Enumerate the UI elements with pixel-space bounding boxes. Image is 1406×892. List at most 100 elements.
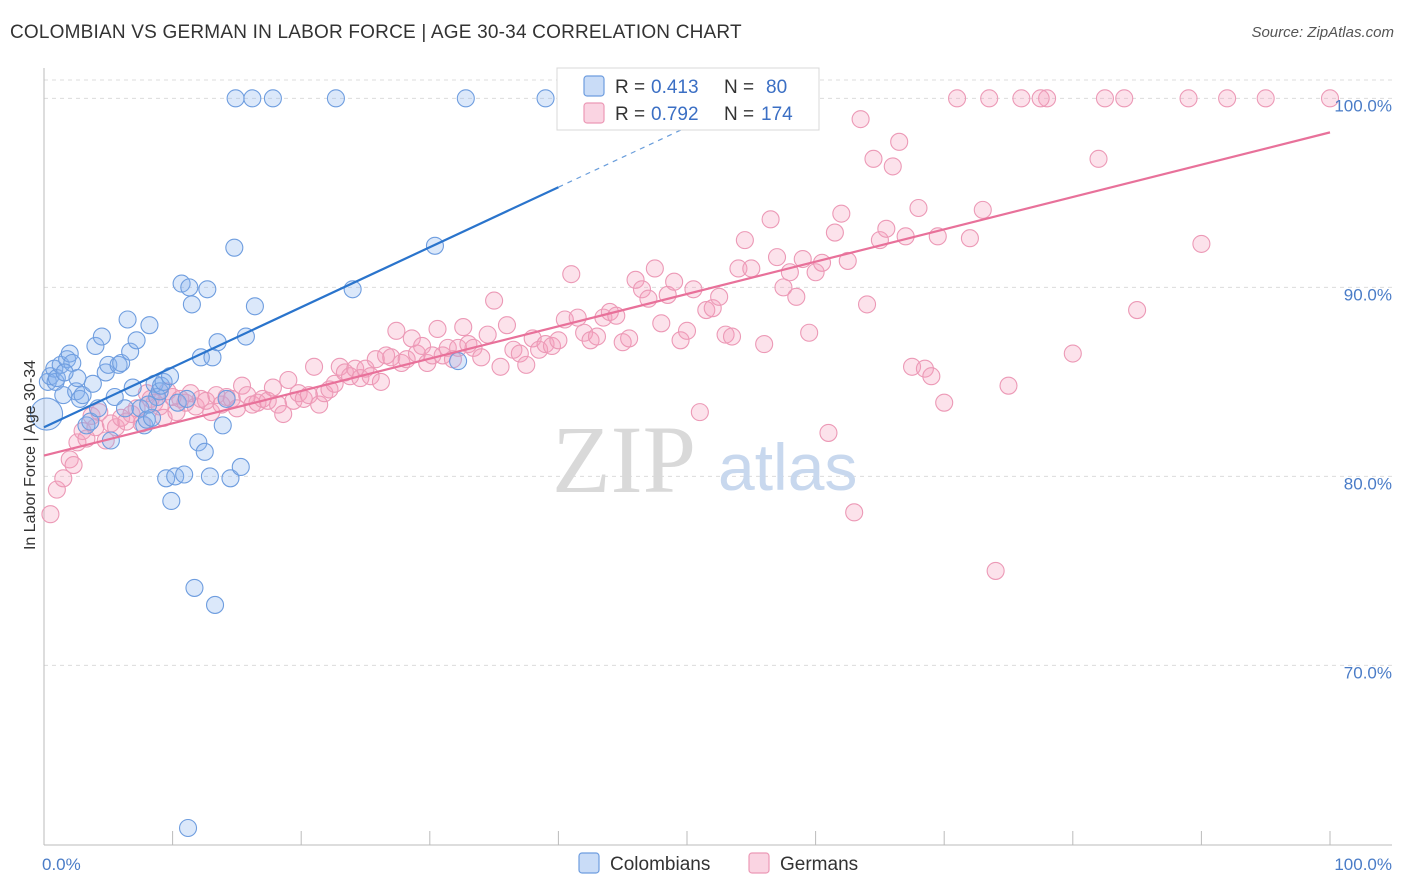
colombian-point (180, 278, 199, 297)
y-axis-label: In Labor Force | Age 30-34 (22, 360, 39, 550)
colombian-point (182, 295, 201, 314)
german-point (722, 327, 742, 346)
colombian-point (189, 433, 208, 452)
colombian-point (185, 578, 204, 597)
german-point (684, 280, 703, 299)
german-point (857, 295, 877, 314)
german-point (877, 219, 896, 238)
german-point (310, 395, 329, 414)
colombian-trend-line (43, 186, 559, 429)
german-point (305, 357, 324, 376)
x-tick-label-0: 0.0% (42, 855, 81, 874)
stats-legend-box (556, 67, 820, 131)
colombian-point (456, 89, 475, 108)
german-point (1038, 89, 1057, 108)
y-tick-label-0: 70.0% (1344, 663, 1392, 682)
colombians-legend-label: Colombians (610, 854, 710, 875)
german-point (263, 378, 282, 397)
german-point (1256, 89, 1275, 108)
colombian-point (198, 280, 217, 299)
german-point (1095, 89, 1114, 108)
colombian-points (30, 89, 555, 838)
colombian-point (81, 412, 100, 431)
trend-lines (43, 102, 1331, 457)
german-point (1089, 149, 1108, 168)
german-point (800, 323, 819, 342)
colombian-point (536, 89, 555, 108)
german-r-label: R = (615, 104, 645, 125)
german-point (1115, 89, 1134, 108)
colombian-point (245, 297, 264, 316)
watermark-atlas: atlas (718, 430, 857, 504)
german-point (999, 376, 1018, 395)
colombian-point (109, 355, 128, 374)
x-tick-label-1: 100.0% (1334, 855, 1392, 874)
colombian-point (177, 389, 196, 408)
german-point (41, 505, 60, 524)
german-point (890, 132, 909, 151)
y-tick-labels: 70.0% 80.0% 90.0% 100.0% (1334, 96, 1392, 682)
german-point (896, 227, 915, 246)
colombian-trend-extension (558, 102, 739, 188)
german-point (497, 316, 517, 335)
german-point (279, 370, 298, 390)
german-legend-swatch (583, 102, 605, 124)
y-tick-label-1: 80.0% (1344, 474, 1392, 493)
german-point (1031, 89, 1050, 108)
german-point (1012, 89, 1031, 108)
german-r-value: 0.792 (651, 104, 699, 125)
german-point (64, 456, 83, 475)
colombian-point (92, 327, 111, 346)
german-point (864, 149, 883, 168)
german-point (1063, 344, 1082, 363)
colombian-point (157, 469, 176, 488)
german-point (703, 299, 722, 318)
germans-legend-label: Germans (780, 854, 858, 875)
german-point (510, 344, 529, 363)
german-point (677, 321, 697, 340)
stats-legend: R = 0.413 N = 80 R = 0.792 N = 174 (556, 67, 820, 131)
german-point (980, 89, 999, 108)
y-tick-label-3: 100.0% (1334, 96, 1392, 115)
german-point (232, 376, 252, 395)
german-point (812, 253, 832, 272)
german-point (883, 157, 902, 176)
colombian-point (73, 386, 92, 405)
german-point (767, 248, 787, 267)
german-point (587, 327, 607, 346)
german-point (47, 480, 66, 499)
colombian-point (205, 595, 225, 614)
german-trend-line (43, 131, 1331, 457)
german-point (755, 335, 774, 354)
german-point (787, 287, 806, 306)
colombian-point (226, 89, 245, 108)
german-point (710, 287, 729, 306)
german-point (428, 319, 447, 339)
german-point (832, 204, 851, 223)
german-point (632, 280, 652, 299)
colombian-r-label: R = (615, 77, 645, 98)
colombian-n-label: N = (724, 77, 754, 98)
watermark-zip: ZIP (552, 406, 696, 513)
german-point (671, 331, 690, 350)
german-point (845, 503, 864, 522)
series-legend: Colombians Germans (578, 852, 858, 875)
german-point (472, 348, 491, 367)
german-point (935, 393, 954, 412)
german-point (690, 403, 709, 422)
colombian-point (55, 363, 74, 382)
colombian-point (326, 89, 345, 108)
german-point (1218, 89, 1237, 108)
source-label: Source: ZipAtlas.com (1251, 24, 1394, 41)
german-point (697, 301, 716, 320)
colombian-point (118, 310, 137, 329)
german-point (1320, 89, 1340, 108)
german-point (517, 355, 536, 374)
colombian-legend-swatch (583, 75, 605, 97)
german-point (382, 348, 401, 367)
colombian-point (139, 395, 158, 414)
colombian-r-value: 0.413 (651, 77, 699, 98)
colombian-point (178, 818, 198, 838)
colombian-point (231, 457, 250, 477)
german-point (387, 321, 406, 340)
